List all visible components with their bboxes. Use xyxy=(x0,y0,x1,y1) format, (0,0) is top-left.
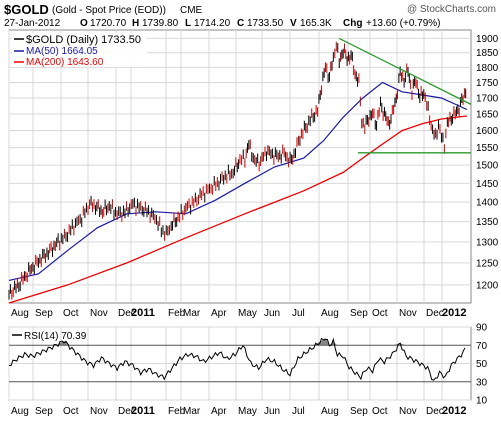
price-x-tick-label: 2012 xyxy=(442,307,466,319)
legend-background xyxy=(12,33,147,67)
rsi-x-tick-label: Nov xyxy=(90,406,108,417)
close-value: 1733.50 xyxy=(247,18,284,29)
rsi-x-tick-label: Sep xyxy=(35,406,53,417)
rsi-overbought-fill xyxy=(329,341,334,346)
price-y-tick-label: 1550 xyxy=(476,143,499,154)
rsi-y-axis: 10 30 50 70 90 xyxy=(476,323,488,407)
price-y-tick-label: 1350 xyxy=(476,217,499,228)
price-x-tick-label: Nov xyxy=(90,308,108,319)
low-label: L xyxy=(185,18,191,29)
price-x-tick-label: Dec xyxy=(426,308,444,319)
volume-label: V xyxy=(290,18,297,29)
rsi-x-tick-label: Jul xyxy=(292,406,305,417)
rsi-x-tick-label: Dec xyxy=(426,406,444,417)
price-x-tick-label: Jul xyxy=(292,308,305,319)
open-label: O xyxy=(80,18,88,29)
price-x-tick-label: May xyxy=(238,308,257,319)
high-label: H xyxy=(132,18,139,29)
exchange-label: CME xyxy=(180,5,203,16)
change-value: +13.60 (+0.79%) xyxy=(366,18,441,29)
price-y-tick-label: 1800 xyxy=(476,63,499,74)
legend-rsi: RSI(14) 70.39 xyxy=(24,331,87,342)
symbol-description: (Gold - Spot Price (EOD)) xyxy=(52,5,166,16)
rsi-overbought-fill xyxy=(56,340,65,346)
rsi-overbought-fill xyxy=(400,343,407,346)
price-x-tick-label: 2011 xyxy=(131,307,155,319)
price-y-axis: 1200 1250 1300 1350 1400 1450 1500 1550 1600 1650… xyxy=(476,34,499,291)
price-y-tick-label: 1750 xyxy=(476,78,499,89)
price-y-tick-label: 1850 xyxy=(476,48,499,59)
ma50-line xyxy=(8,81,468,281)
price-y-tick-label: 1700 xyxy=(476,94,499,105)
quote-date: 27-Jan-2012 xyxy=(4,18,61,29)
symbol-title: $GOLD xyxy=(4,2,49,17)
price-legend: $GOLD (Daily) 1733.50 MA(50) 1664.05 MA(… xyxy=(12,33,147,68)
price-x-tick-label: Nov xyxy=(399,308,417,319)
rsi-x-tick-label: Jun xyxy=(264,406,280,417)
rsi-x-tick-label: Feb xyxy=(168,406,186,417)
ma200-line xyxy=(8,115,468,304)
rsi-x-tick-label: Nov xyxy=(399,406,417,417)
price-panel xyxy=(8,29,472,304)
rsi-x-tick-label: Aug xyxy=(11,406,29,417)
price-y-tick-label: 1450 xyxy=(476,179,499,190)
price-y-tick-label: 1250 xyxy=(476,258,499,269)
price-x-tick-label: Sep xyxy=(35,308,53,319)
volume-value: 165.3K xyxy=(300,18,332,29)
rsi-y-tick-label: 50 xyxy=(476,359,488,370)
rsi-x-tick-label: 2011 xyxy=(131,405,155,417)
open-value: 1720.70 xyxy=(90,18,127,29)
price-x-tick-label: Feb xyxy=(168,308,186,319)
price-y-tick-label: 1400 xyxy=(476,198,499,209)
rsi-legend: RSI(14) 70.39 xyxy=(12,331,87,342)
rsi-x-tick-label: 2012 xyxy=(442,405,466,417)
rsi-y-tick-label: 90 xyxy=(476,323,488,334)
rsi-x-tick-label: Apr xyxy=(211,406,227,417)
rsi-y-tick-label: 70 xyxy=(476,341,488,352)
price-y-tick-label: 1600 xyxy=(476,126,499,137)
rsi-x-tick-label: Oct xyxy=(372,406,388,417)
price-y-tick-label: 1900 xyxy=(476,34,499,45)
price-y-tick-label: 1200 xyxy=(476,280,499,291)
price-x-tick-label: Oct xyxy=(63,308,79,319)
change-label: Chg xyxy=(343,18,362,29)
price-y-tick-label: 1500 xyxy=(476,161,499,172)
low-value: 1714.20 xyxy=(194,18,231,29)
rsi-y-tick-label: 30 xyxy=(476,377,488,388)
legend-price: $GOLD (Daily) 1733.50 xyxy=(26,34,141,46)
high-value: 1739.80 xyxy=(142,18,179,29)
price-series-group xyxy=(8,37,472,304)
price-y-tick-label: 1300 xyxy=(476,237,499,248)
rsi-x-tick-label: Sep xyxy=(350,406,368,417)
rsi-x-tick-label: Oct xyxy=(63,406,79,417)
rsi-line xyxy=(8,337,466,381)
close-label: C xyxy=(237,18,244,29)
rsi-y-tick-label: 10 xyxy=(476,396,488,407)
rsi-x-tick-label: Mar xyxy=(183,406,201,417)
price-x-tick-label: Mar xyxy=(183,308,201,319)
rsi-series-group xyxy=(8,337,466,381)
price-x-tick-label: Oct xyxy=(372,308,388,319)
watermark: @ StockCharts.com xyxy=(407,4,496,15)
legend-ma50: MA(50) 1664.05 xyxy=(26,46,98,57)
rsi-x-tick-label: Aug xyxy=(321,406,339,417)
price-x-tick-label: Sep xyxy=(350,308,368,319)
trendline xyxy=(338,37,472,105)
rsi-x-tick-label: Dec xyxy=(118,406,136,417)
price-y-tick-label: 1650 xyxy=(476,110,499,121)
price-x-tick-label: Jun xyxy=(264,308,280,319)
rsi-x-tick-label: May xyxy=(238,406,257,417)
price-x-tick-label: Apr xyxy=(211,308,227,319)
price-x-tick-label: Dec xyxy=(118,308,136,319)
legend-ma200: MA(200) 1643.60 xyxy=(26,57,104,68)
price-x-tick-label: Aug xyxy=(11,308,29,319)
price-x-tick-label: Aug xyxy=(321,308,339,319)
rsi-grid xyxy=(8,326,471,401)
